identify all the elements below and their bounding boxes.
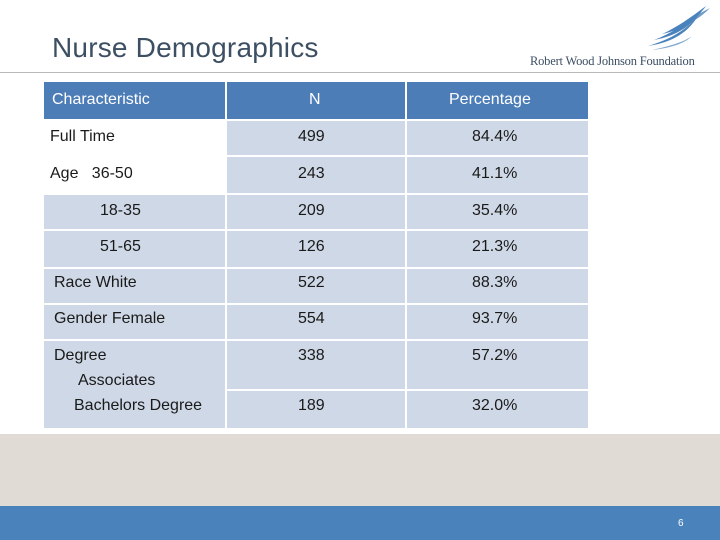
table-row-gender-label: Gender Female xyxy=(44,304,226,340)
header-percentage-cell: Percentage xyxy=(406,82,588,120)
row-n: 243 xyxy=(298,165,325,182)
table-row-age-18-35-n: 209 xyxy=(226,194,406,230)
slide-title: Nurse Demographics xyxy=(52,32,319,63)
row-n: 554 xyxy=(298,310,325,327)
degree-bachelors-pct: 32.0% xyxy=(472,397,518,414)
table-grid-line xyxy=(44,155,588,157)
table-row-age-18-35-pct: 35.4% xyxy=(406,194,588,230)
header-characteristic-cell: Characteristic xyxy=(44,82,226,120)
degree-associates-label: Associates xyxy=(78,372,156,389)
table-row-race-pct: 88.3% xyxy=(406,268,588,304)
table-grid-line xyxy=(44,229,588,231)
table-row-age-51-65-n: 126 xyxy=(226,230,406,268)
table-row-age-36-50-pct: 41.1% xyxy=(406,156,588,194)
table-row-age-51-65-pct: 21.3% xyxy=(406,230,588,268)
footer-band xyxy=(0,434,720,506)
table-row-gender-n: 554 xyxy=(226,304,406,340)
row-pct: 41.1% xyxy=(472,165,518,182)
title-divider xyxy=(0,72,720,73)
degree-bachelors-label: Bachelors Degree xyxy=(74,397,203,414)
table-grid-line xyxy=(44,339,588,341)
table-row-gender-pct: 93.7% xyxy=(406,304,588,340)
row-n: 499 xyxy=(298,128,325,145)
table-row-degree-pct: 57.2% 32.0% xyxy=(406,340,588,428)
row-label: Gender Female xyxy=(54,310,166,327)
row-label: Age 36-50 xyxy=(50,165,133,182)
table-grid-line xyxy=(405,82,407,428)
table-row-age-36-50-n: 243 xyxy=(226,156,406,194)
row-pct: 93.7% xyxy=(472,310,518,327)
row-pct: 21.3% xyxy=(472,238,518,255)
footer-bar xyxy=(0,506,720,540)
table-row-age-51-65-label: 51-65 xyxy=(44,230,226,268)
row-label: 51-65 xyxy=(100,238,141,255)
row-label: 18-35 xyxy=(100,202,141,219)
table-row-full-time-label: Full Time xyxy=(44,120,226,156)
table-row-age-36-50-label: Age 36-50 xyxy=(44,156,226,194)
table-row-full-time-pct: 84.4% xyxy=(406,120,588,156)
table-row-age-18-35-label: 18-35 xyxy=(44,194,226,230)
row-pct: 88.3% xyxy=(472,274,518,291)
eagle-wing-icon xyxy=(648,6,710,50)
degree-label: Degree xyxy=(54,347,107,364)
row-pct: 35.4% xyxy=(472,202,518,219)
table-grid-line xyxy=(44,303,588,305)
table-row-degree-label: Degree Associates Bachelors Degree xyxy=(44,340,226,428)
degree-associates-n: 338 xyxy=(298,347,325,364)
table-grid-line xyxy=(226,389,588,391)
table-grid-line xyxy=(44,267,588,269)
table-grid-line xyxy=(44,119,588,121)
table-row-race-n: 522 xyxy=(226,268,406,304)
rwjf-logo: Robert Wood Johnson Foundation xyxy=(528,6,720,68)
table-grid-line xyxy=(225,82,227,428)
row-n: 126 xyxy=(298,238,325,255)
row-label: Race White xyxy=(54,274,137,291)
table-row-race-label: Race White xyxy=(44,268,226,304)
degree-associates-pct: 57.2% xyxy=(472,347,518,364)
table-grid-line xyxy=(44,193,588,195)
logo-wordmark: Robert Wood Johnson Foundation xyxy=(530,54,695,68)
row-pct: 84.4% xyxy=(472,128,518,145)
header-characteristic: Characteristic xyxy=(52,91,150,108)
header-percentage: Percentage xyxy=(449,91,531,108)
header-n-cell: N xyxy=(226,82,406,120)
row-n: 522 xyxy=(298,274,325,291)
table-row-full-time-n: 499 xyxy=(226,120,406,156)
row-label: Full Time xyxy=(50,128,115,145)
page-number: 6 xyxy=(678,518,684,529)
table-row-degree-n: 338 189 xyxy=(226,340,406,428)
row-n: 209 xyxy=(298,202,325,219)
degree-bachelors-n: 189 xyxy=(298,397,325,414)
header-n: N xyxy=(309,91,321,108)
